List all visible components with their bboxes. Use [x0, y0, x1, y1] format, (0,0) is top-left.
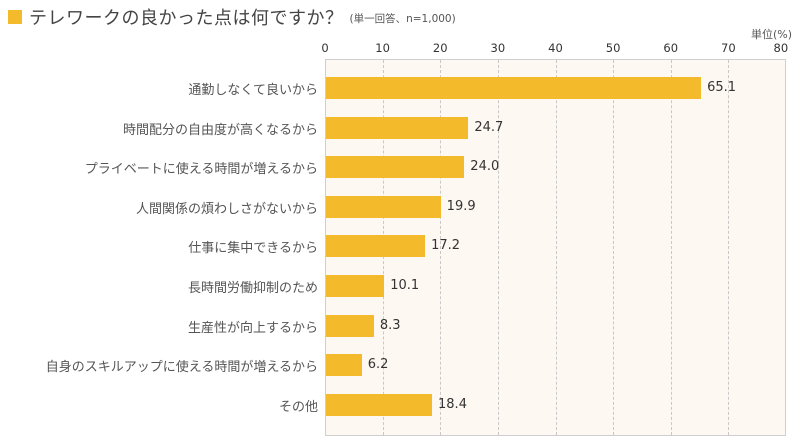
bar	[326, 116, 469, 139]
title-square-icon	[8, 10, 22, 24]
bar-row: 19.9	[326, 195, 787, 218]
bar-value-label: 8.3	[379, 317, 401, 333]
chart-subtitle: (単一回答、n=1,000)	[349, 13, 456, 25]
x-tick-label: 10	[375, 41, 390, 55]
x-tick-label: 40	[548, 41, 563, 55]
bar-value-label: 6.2	[367, 357, 389, 373]
plot-area: 65.1 24.7 24.0 19.9 17.2 10.1 8.3 6.2 18.4	[325, 59, 786, 436]
bar-row: 24.7	[326, 116, 787, 139]
bar-row: 6.2	[326, 354, 787, 377]
x-tick-label: 80	[773, 41, 789, 55]
bar	[326, 393, 433, 416]
bar	[326, 314, 374, 337]
bar-row: 24.0	[326, 156, 787, 179]
bar-value-label: 24.7	[474, 119, 504, 135]
x-tick-label: 0	[321, 41, 329, 55]
bar-row: 17.2	[326, 235, 787, 258]
chart-title: テレワークの良かった点は何ですか？	[29, 8, 344, 29]
bar	[326, 156, 465, 179]
bar-row: 18.4	[326, 393, 787, 416]
gridline	[613, 60, 615, 435]
category-label: 生産性が向上するから	[187, 320, 318, 336]
x-tick-label: 50	[605, 41, 621, 55]
bar	[326, 354, 362, 377]
bar-row: 65.1	[326, 77, 787, 99]
category-label: 人間関係の煩わしさがないから	[135, 201, 318, 217]
category-label: 長時間労働抑制のため	[187, 281, 318, 296]
chart-title-block: テレワークの良かった点は何ですか？ (単一回答、n=1,000)	[8, 4, 456, 30]
category-label: プライベートに使える時間が増えるから	[84, 162, 318, 178]
category-label: 時間配分の自由度が高くなるから	[122, 122, 318, 138]
bar-value-label: 10.1	[390, 278, 420, 293]
bar	[326, 275, 385, 297]
bar-row: 10.1	[326, 275, 787, 297]
bar-value-label: 19.9	[446, 198, 476, 214]
x-tick-label: 70	[721, 41, 736, 55]
unit-label: 単位(%)	[750, 28, 792, 41]
gridline	[728, 60, 730, 435]
bar-value-label: 24.0	[470, 159, 500, 175]
bar-value-label: 17.2	[431, 238, 461, 254]
bar-value-label: 18.4	[438, 396, 467, 412]
gridline	[497, 60, 499, 435]
gridline	[555, 60, 557, 435]
x-tick-label: 20	[432, 41, 448, 55]
gridline	[670, 60, 672, 435]
x-tick-label: 60	[663, 41, 679, 55]
bar-value-label: 65.1	[707, 80, 737, 95]
bar	[326, 235, 426, 258]
gridline	[440, 60, 442, 435]
category-label: 自身のスキルアップに使える時間が増えるから	[45, 360, 318, 376]
category-label: 仕事に集中できるから	[188, 241, 318, 257]
x-tick-label: 30	[490, 41, 506, 55]
x-axis-ticks: 0 10 20 30 40 50 60 70 80	[321, 41, 789, 55]
bar	[326, 77, 702, 99]
category-label: その他	[278, 399, 318, 415]
bar-row: 8.3	[326, 314, 787, 337]
bar	[326, 195, 441, 218]
category-label: 通勤しなくて良いから	[188, 83, 318, 98]
